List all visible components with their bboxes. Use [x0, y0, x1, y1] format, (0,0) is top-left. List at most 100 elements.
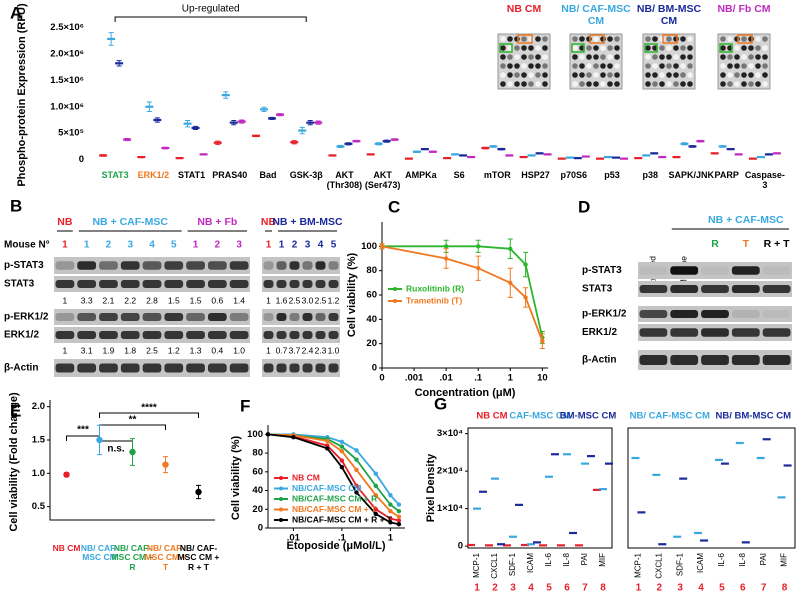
array-spot	[762, 63, 768, 69]
blot-band	[164, 313, 184, 321]
blot-band	[701, 266, 729, 275]
x-tick-label: 1	[508, 373, 514, 384]
array-spot	[528, 45, 534, 51]
blot-band	[315, 261, 326, 270]
lane-label: 3	[305, 240, 311, 251]
legend-label: NB CM	[292, 472, 320, 482]
quantification: 1.4	[233, 295, 245, 305]
array-spot	[500, 63, 506, 69]
row-label: p-ERK1/2	[4, 312, 49, 323]
array-spot	[572, 81, 578, 87]
array-highlight	[644, 43, 658, 53]
blot-band	[639, 328, 668, 337]
panel-letter: B	[10, 196, 22, 215]
blot-band	[55, 363, 75, 373]
blot-band	[731, 285, 760, 293]
array-spot	[572, 36, 578, 42]
y-tick-label: 20	[252, 504, 263, 515]
quantification: 1.5	[190, 295, 202, 305]
array-spot	[521, 81, 527, 87]
category-number: 6	[740, 583, 746, 594]
array-spot	[572, 54, 578, 60]
array-spot	[507, 81, 513, 87]
y-tick-label: 1.5×10⁶	[50, 75, 84, 86]
array-spot	[535, 63, 541, 69]
category-label: MCP-1	[472, 552, 481, 577]
blot-band	[229, 313, 249, 321]
array-spot	[673, 54, 679, 60]
array-spot	[741, 54, 747, 60]
significance-bracket	[66, 435, 100, 441]
y-tick-label: 0	[79, 154, 84, 165]
lane-label: T	[743, 238, 750, 250]
lane-label: 2	[215, 240, 221, 251]
blot-band	[302, 331, 313, 339]
blot-band	[289, 313, 300, 321]
legend-label: NB/CAF-MSC CM + R + T	[292, 514, 393, 524]
x-tick-label: 1	[388, 533, 394, 544]
lane-label: 2	[106, 240, 112, 251]
legend-marker	[279, 486, 283, 491]
blot-band	[701, 328, 729, 337]
array-spot	[607, 81, 613, 87]
array-spot	[680, 36, 686, 42]
blot-strip	[262, 257, 340, 274]
y-tick-label: 80	[252, 448, 263, 459]
point	[540, 339, 545, 344]
array-spot	[500, 45, 506, 51]
blot-band	[302, 280, 313, 288]
blot-band	[99, 280, 118, 288]
category-label: STAT3	[101, 170, 129, 180]
array-spot	[593, 72, 599, 78]
array-spot	[741, 45, 747, 51]
point	[339, 439, 345, 445]
significance-label: ***	[77, 425, 89, 436]
array-highlight	[737, 34, 753, 44]
array-spot	[514, 54, 520, 60]
legend-marker	[393, 287, 397, 291]
point	[476, 244, 481, 249]
mean-dot	[129, 448, 136, 456]
array-spot	[614, 81, 620, 87]
array-spot	[762, 45, 768, 51]
point	[339, 458, 345, 463]
array-spot	[572, 45, 578, 51]
quantification: 1.2	[328, 295, 340, 305]
blot-band	[77, 331, 97, 339]
blot-band	[315, 363, 326, 373]
blot-band	[263, 313, 274, 321]
quantification: 1	[63, 295, 68, 305]
y-tick-label: 2×10⁴	[437, 466, 463, 477]
category-label: ERK1/2	[137, 170, 170, 180]
series-title: BM-MSC CM	[560, 411, 617, 422]
blot-band	[276, 331, 287, 339]
quantification: 3.3	[81, 295, 93, 305]
array-spot	[741, 81, 747, 87]
quantification: 2.8	[146, 295, 158, 305]
blot-band	[77, 280, 97, 288]
y-tick-label: 0	[258, 523, 263, 534]
blot-band	[731, 328, 760, 337]
array-spot	[579, 72, 585, 78]
row-label: β-Actin	[582, 355, 616, 366]
blot-band	[328, 313, 339, 321]
blot-band	[731, 266, 760, 275]
y-tick-label: 100	[247, 429, 263, 440]
blot-band	[99, 313, 118, 321]
array-spot	[514, 72, 520, 78]
array-spot	[521, 45, 527, 51]
array-spot	[741, 36, 747, 42]
array-spot	[507, 54, 513, 60]
y-tick-label: 40	[366, 314, 377, 325]
array-spot	[586, 54, 592, 60]
array-spot	[755, 81, 761, 87]
array-spot	[607, 72, 613, 78]
array-spot	[614, 54, 620, 60]
blot-band	[142, 331, 162, 339]
quantification: 1	[63, 345, 68, 355]
array-spot	[762, 36, 768, 42]
y-tick-label: 0	[372, 363, 377, 374]
lane-label: R	[711, 238, 719, 250]
array-spot	[645, 63, 651, 69]
category-label: p38	[642, 170, 658, 180]
